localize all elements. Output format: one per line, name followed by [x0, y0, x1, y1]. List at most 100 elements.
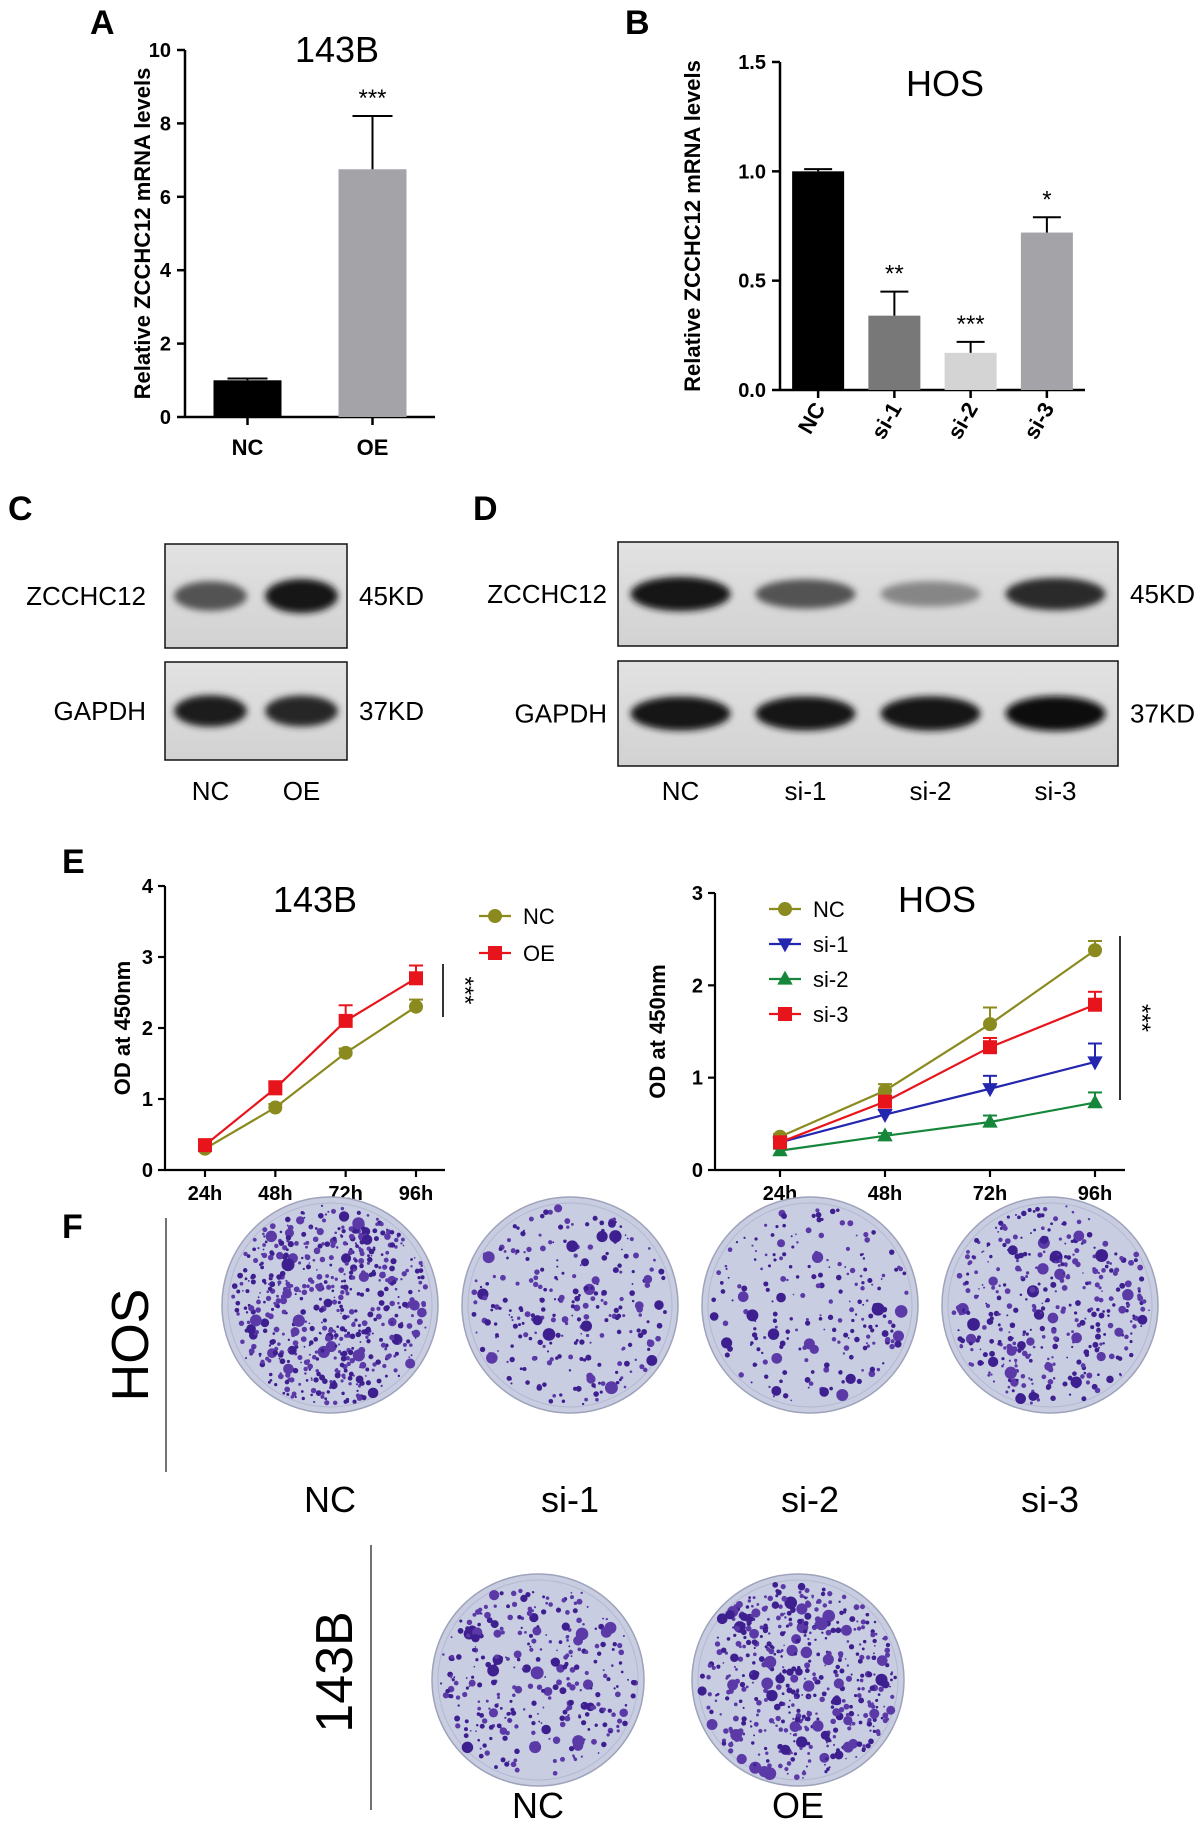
colony-dot [738, 1613, 745, 1619]
colony-dot [272, 1332, 276, 1335]
colony-dot [820, 1591, 826, 1597]
colony-dot [1111, 1297, 1114, 1301]
colony-dot [753, 1652, 757, 1657]
colony-dot [706, 1705, 711, 1710]
colony-dot [529, 1612, 539, 1623]
colony-dot [790, 1674, 799, 1683]
colony-dot [630, 1693, 636, 1699]
colony-dot [779, 1256, 784, 1261]
colony-dot [622, 1314, 626, 1318]
colony-dot [1040, 1213, 1045, 1218]
colony-dot [772, 1395, 775, 1398]
colony-dot [414, 1268, 420, 1274]
colony-dot [819, 1696, 825, 1703]
colony-dot [389, 1265, 395, 1272]
colony-dot [523, 1250, 526, 1254]
colony-dot [566, 1240, 579, 1253]
colony-dot [275, 1298, 282, 1304]
colony-dot [989, 1254, 993, 1259]
colony-dot [389, 1334, 395, 1341]
colony-dot [530, 1313, 536, 1318]
colony-dot [767, 1595, 774, 1602]
colony-dot [723, 1728, 729, 1734]
colony-dot [520, 1626, 523, 1630]
colony-dot [784, 1766, 789, 1772]
colony-dot [552, 1758, 557, 1764]
colony-dot [725, 1609, 735, 1620]
colony-dot [815, 1212, 822, 1218]
colony-dot [552, 1313, 556, 1317]
colony-dot [982, 1352, 988, 1358]
colony-dot [707, 1663, 712, 1668]
colony-dot [260, 1359, 265, 1365]
colony-dot [300, 1336, 307, 1343]
y-tick-label: 8 [160, 113, 171, 135]
colony-dot [1044, 1300, 1047, 1303]
colony-dot [352, 1268, 357, 1272]
colony-dot [814, 1607, 819, 1612]
colony-dot [455, 1723, 461, 1729]
colony-dot [486, 1617, 493, 1624]
colony-dot [367, 1311, 374, 1318]
colony-dot [753, 1763, 757, 1767]
colony-dot [1084, 1352, 1090, 1357]
colony-dot [786, 1761, 792, 1766]
colony-dot [816, 1717, 820, 1721]
colony-dot [842, 1352, 846, 1355]
row-label-143b: 143B [306, 1611, 364, 1732]
colony-dot [720, 1289, 726, 1294]
colony-dot [1002, 1283, 1007, 1287]
colony-dot [796, 1725, 803, 1731]
colony-dot [893, 1675, 897, 1680]
colony-dot [493, 1604, 497, 1608]
colony-dot [559, 1715, 566, 1722]
colony-dot [872, 1729, 876, 1733]
colony-dot [279, 1230, 283, 1234]
colony-dot [313, 1337, 319, 1342]
colony-dot [548, 1640, 553, 1644]
colony-dot [780, 1583, 786, 1590]
colony-dot [804, 1376, 811, 1383]
colony-dot [385, 1250, 390, 1255]
colony-dot [881, 1362, 885, 1365]
colony-dot [358, 1324, 361, 1327]
colony-dot [813, 1693, 817, 1698]
colony-dot [299, 1296, 304, 1301]
colony-dot [600, 1641, 606, 1648]
colony-dot [480, 1655, 485, 1660]
colony-dot [370, 1307, 375, 1312]
colony-dot [733, 1702, 738, 1707]
colony-dot [283, 1363, 294, 1375]
colony-dot [1014, 1364, 1018, 1368]
colony-dot [539, 1245, 546, 1252]
colony-dot [364, 1375, 367, 1377]
colony-dot [807, 1752, 811, 1755]
colony-dot [515, 1281, 520, 1286]
colony-dot [378, 1279, 381, 1282]
colony-dot [875, 1705, 879, 1709]
colony-dot [328, 1328, 334, 1334]
colony-dot [775, 1594, 779, 1598]
colony-dot [525, 1256, 530, 1262]
colony-dot [845, 1675, 853, 1682]
colony-dot [500, 1757, 506, 1763]
colony-dot [569, 1667, 576, 1673]
colony-dot [346, 1361, 351, 1367]
blot-band [265, 695, 338, 727]
colony-dot [383, 1286, 389, 1292]
colony-dot [366, 1256, 373, 1263]
colony-dot [579, 1688, 582, 1692]
colony-dot [485, 1281, 490, 1286]
colony-dot [871, 1230, 876, 1235]
colony-dot [583, 1314, 590, 1320]
colony-dot [345, 1355, 350, 1361]
colony-dot [798, 1590, 802, 1594]
colony-dot [348, 1233, 355, 1240]
colony-dot [516, 1226, 520, 1230]
blot-band [265, 578, 338, 614]
colony-dot [261, 1278, 267, 1284]
colony-dot [997, 1323, 1001, 1327]
colony-dot [466, 1619, 473, 1626]
data-point [488, 946, 502, 960]
colony-dot [269, 1223, 276, 1230]
